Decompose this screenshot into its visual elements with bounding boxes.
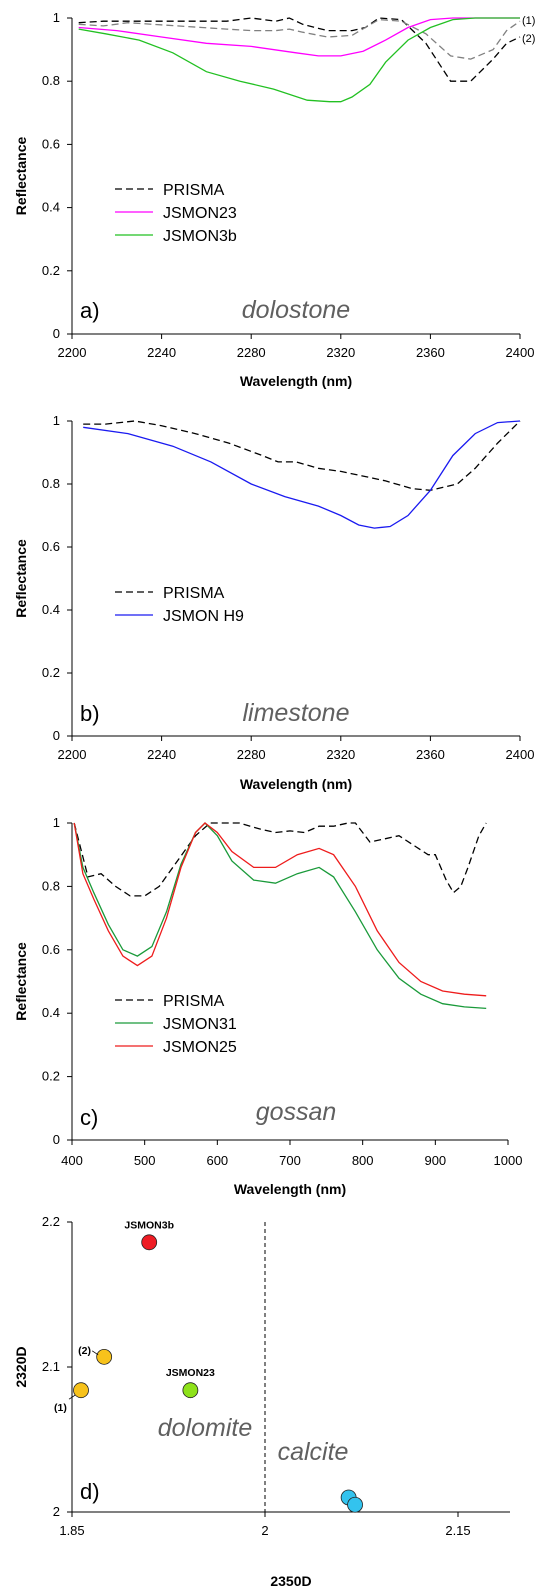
x-tick-label: 2.15 [445,1523,470,1538]
y-tick-label: 0.4 [42,200,60,215]
series-line-prisma [73,822,487,897]
x-tick-label: 2240 [147,345,176,360]
series-line-prisma [83,420,521,491]
label-pointer-arrow [91,1350,99,1356]
y-tick-label: 0 [53,326,60,341]
panel-letter: d) [80,1479,100,1504]
y-tick-label: 0.4 [42,1005,60,1020]
y-tick-label: 0 [53,1132,60,1147]
x-axis-title: Wavelength (nm) [240,776,352,792]
x-tick-label: 900 [424,1153,446,1168]
y-tick-label: 0 [53,728,60,743]
x-tick-label: 2240 [147,747,176,762]
y-tick-label: 1 [53,413,60,428]
x-axis-title: Wavelength (nm) [234,1181,346,1197]
legend-label: JSMON31 [163,1016,237,1033]
point-label: JSMON23 [166,1367,215,1379]
y-axis-title: Reflectance [13,539,29,618]
series-line-prisma [78,17,521,82]
panel-d: 2 2.1 2.2 1.85 2 2.15 2350D 2320D dolomite calcit… [13,1214,510,1589]
y-tick-label: 2.1 [42,1359,60,1374]
x-tick-label: 2 [261,1523,268,1538]
panel-a: 0 0.2 0.4 0.6 0.8 1 2200 2240 2280 2320 2360 2400 Wa… [13,10,535,389]
x-tick-label: 2200 [58,345,87,360]
x-tick-label: 2360 [416,345,445,360]
x-tick-label: 1000 [494,1153,523,1168]
y-axis-title: 2320D [13,1346,29,1387]
x-tick-label: 2200 [58,747,87,762]
legend-label: JSMON H9 [163,608,244,625]
series-end-label: (2) [522,33,535,45]
x-tick-label: 400 [61,1153,83,1168]
x-tick-label: 2360 [416,747,445,762]
x-tick-label: 2320 [326,345,355,360]
y-tick-label: 0.6 [42,942,60,957]
x-tick-label: 1.85 [59,1523,84,1538]
x-tick-label: 700 [279,1153,301,1168]
y-tick-label: 0.6 [42,539,60,554]
x-tick-label: 2280 [237,345,266,360]
y-tick-label: 0.2 [42,665,60,680]
y-axis-title: Reflectance [13,136,29,215]
y-tick-label: 0.4 [42,602,60,617]
point-label: JSMON3b [124,1219,174,1231]
series-line-jsmon-h9 [83,420,521,529]
y-axis-title: Reflectance [13,942,29,1021]
scatter-point [347,1496,363,1513]
x-tick-label: 500 [134,1153,156,1168]
y-tick-label: 2.2 [42,1214,60,1229]
panel-b: 0 0.2 0.4 0.6 0.8 1 2200 2240 2280 2320 2360 2400 Wa… [13,413,534,792]
rock-type-label: dolostone [242,296,350,324]
point-label: (1) [54,1402,67,1414]
legend-label: JSMON25 [163,1039,237,1056]
x-tick-label: 2400 [506,747,535,762]
panel-letter: c) [80,1105,98,1130]
scatter-point [141,1234,158,1251]
x-tick-label: 2320 [326,747,355,762]
y-tick-label: 1 [53,815,60,830]
legend-label: JSMON3b [163,228,237,245]
y-tick-label: 2 [53,1504,60,1519]
y-tick-label: 0.2 [42,1069,60,1084]
rock-type-label: gossan [256,1098,337,1126]
x-tick-label: 2280 [237,747,266,762]
x-tick-label: 600 [206,1153,228,1168]
scatter-point [182,1382,199,1399]
label-pointer-arrow [68,1394,76,1400]
y-tick-label: 1 [53,10,60,25]
x-tick-label: 2400 [506,345,535,360]
legend-label: PRISMA [163,993,225,1010]
y-tick-label: 0.8 [42,878,60,893]
y-tick-label: 0.8 [42,476,60,491]
panel-letter: b) [80,701,100,726]
point-label: (2) [78,1345,91,1357]
legend-label: PRISMA [163,585,225,602]
scatter-point [96,1348,113,1365]
panel-letter: a) [80,298,100,323]
series-line-jsmon25 [73,822,487,997]
series-line-unnamed-1 [78,18,521,60]
region-label-calcite: calcite [278,1438,349,1466]
series-line-jsmon31 [73,822,487,1010]
y-tick-label: 0.8 [42,73,60,88]
x-tick-label: 800 [352,1153,374,1168]
legend-label: PRISMA [163,182,225,199]
x-axis-title: 2350D [270,1573,311,1589]
series-line-jsmon3b [78,17,520,103]
region-label-dolomite: dolomite [158,1414,253,1442]
rock-type-label: limestone [243,699,350,727]
panel-c: 0 0.2 0.4 0.6 0.8 1 400 500 600 700 800 900 1000 Wave… [13,815,522,1197]
x-axis-title: Wavelength (nm) [240,373,352,389]
series-end-label: (1) [522,15,535,27]
legend-label: JSMON23 [163,205,237,222]
y-tick-label: 0.6 [42,136,60,151]
series-line-jsmon23 [78,17,520,57]
y-tick-label: 0.2 [42,263,60,278]
scatter-point [73,1382,89,1399]
